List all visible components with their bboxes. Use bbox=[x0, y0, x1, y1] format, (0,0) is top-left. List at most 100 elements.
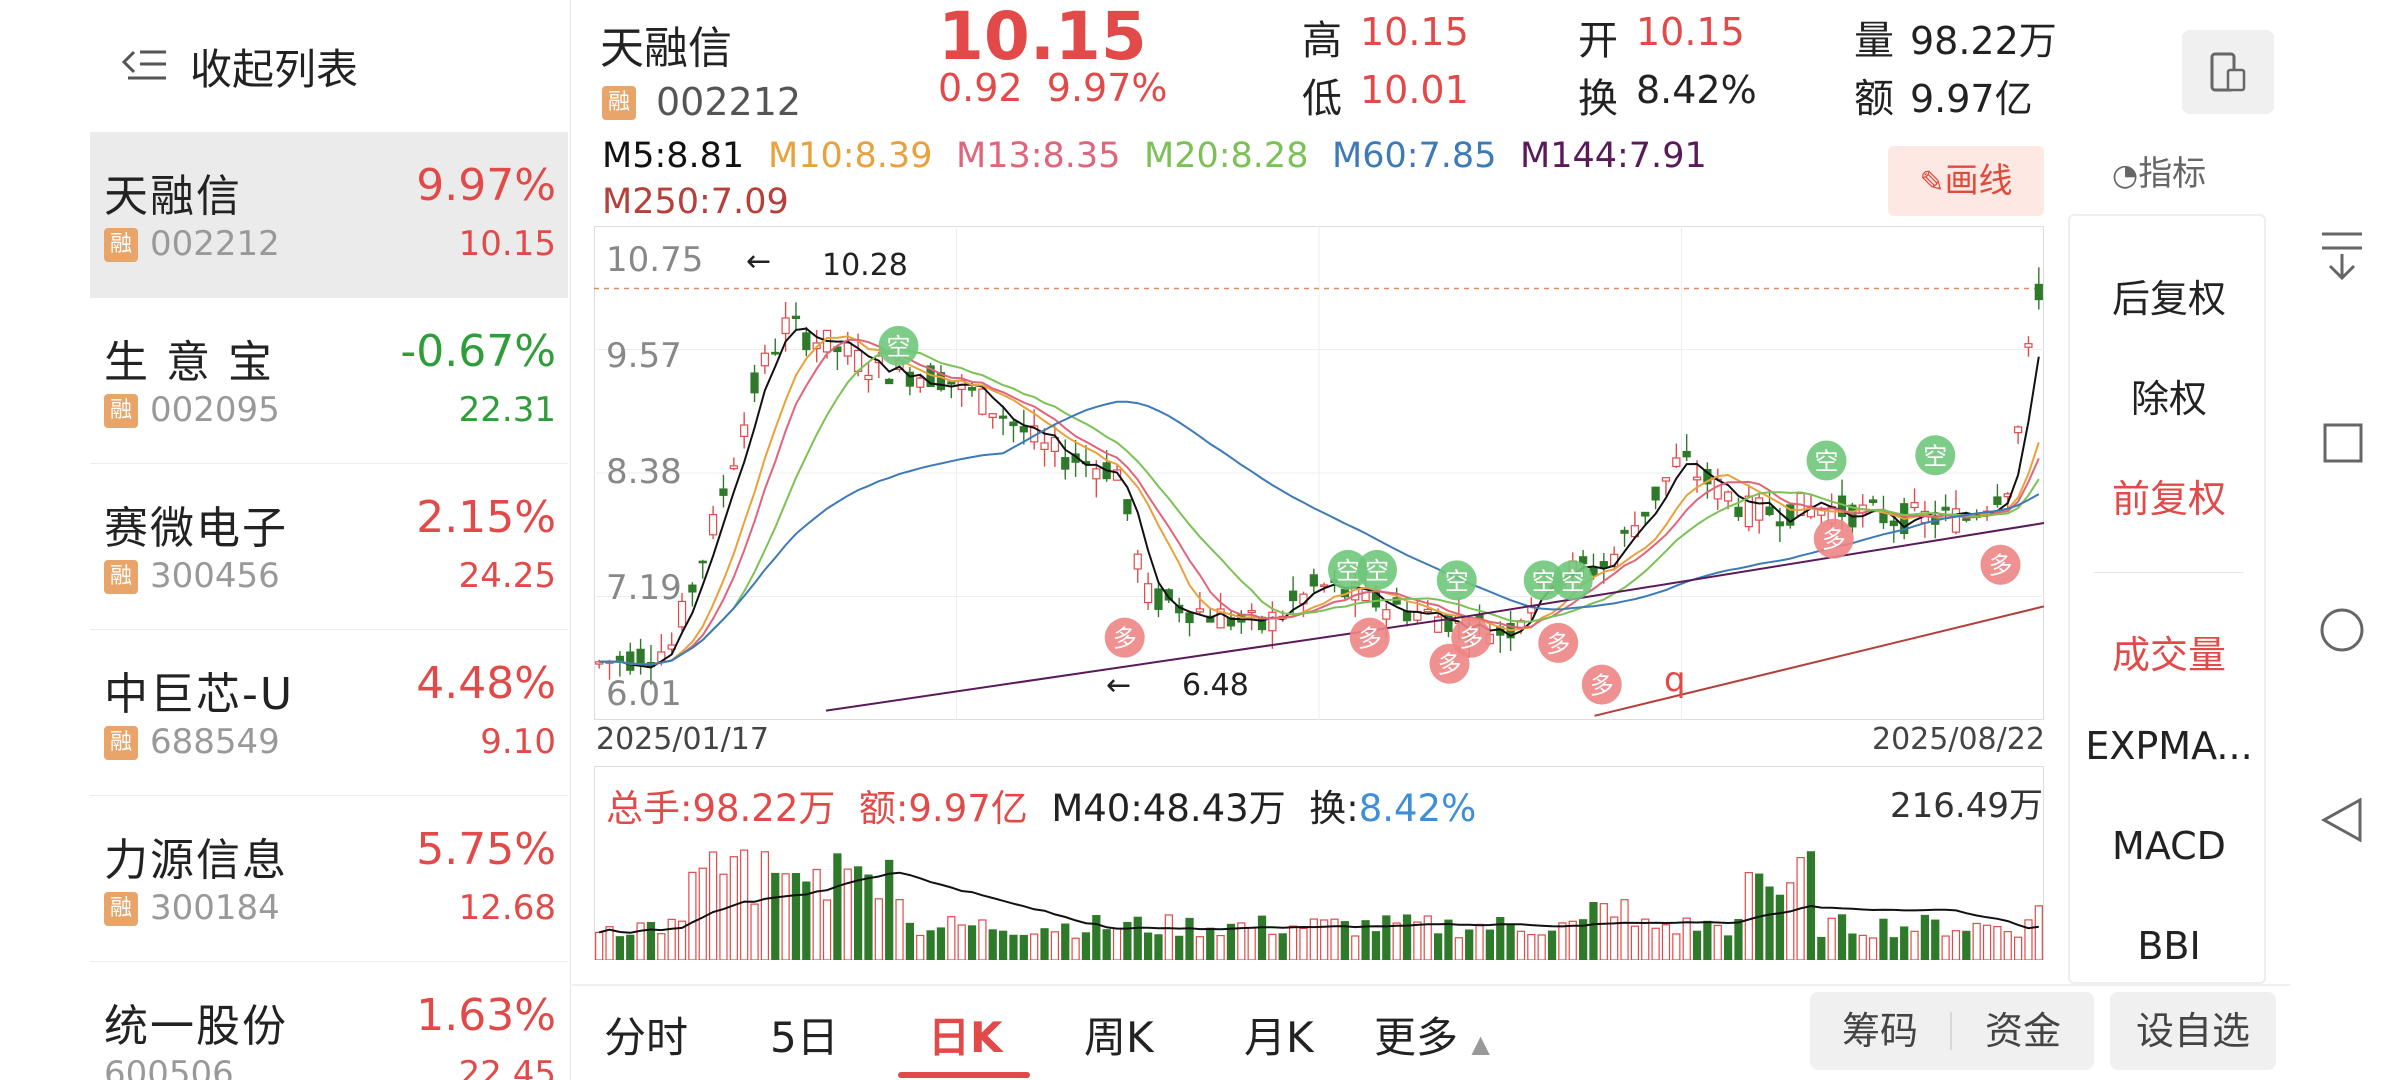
volume-bar bbox=[885, 859, 894, 960]
volume-bar bbox=[1692, 930, 1702, 960]
draw-line-button[interactable]: ✎画线 bbox=[1888, 146, 2044, 216]
landscape-toggle-button[interactable] bbox=[2182, 30, 2274, 114]
panel-divider bbox=[570, 0, 571, 1080]
volume-chart[interactable] bbox=[594, 766, 2044, 960]
stock-name: 中巨芯-U bbox=[104, 669, 295, 720]
volume-bar bbox=[1392, 922, 1401, 960]
stock-price: 22.31 bbox=[458, 390, 556, 430]
candle-body bbox=[1775, 521, 1785, 527]
ma-line bbox=[599, 327, 2040, 669]
volume-bar bbox=[595, 931, 604, 960]
volume-bar bbox=[1030, 933, 1039, 960]
recents-icon[interactable] bbox=[2322, 422, 2364, 468]
stock-change-pct: 5.75% bbox=[416, 824, 556, 875]
candle-body bbox=[595, 661, 604, 665]
candle-body bbox=[791, 315, 801, 319]
volume-bar bbox=[1175, 935, 1184, 960]
signal-label: 多 bbox=[1546, 630, 1570, 658]
price-change: 0.92 9.97% bbox=[938, 66, 1168, 110]
watchlist-item[interactable]: 统一股份 1.63% 600506 22.45 bbox=[90, 962, 568, 1080]
volume-bar bbox=[1465, 929, 1474, 960]
volume-bar bbox=[1164, 914, 1173, 960]
volume-indicator-option[interactable]: 成交量 bbox=[2111, 633, 2226, 677]
volume-bar bbox=[1630, 925, 1640, 960]
tab-more-label: 更多 bbox=[1374, 1013, 1459, 1062]
volume-bar bbox=[1775, 894, 1785, 960]
volume-bar bbox=[1765, 886, 1774, 960]
stock-change-pct: -0.67% bbox=[400, 326, 556, 377]
tab-5day[interactable]: 5日 bbox=[770, 1013, 839, 1062]
max-price-label: 10.28 bbox=[822, 248, 908, 283]
volume-chart-frame bbox=[594, 766, 2044, 960]
volume-bar bbox=[988, 929, 997, 960]
collapse-list-button[interactable]: 收起列表 bbox=[90, 0, 568, 132]
bbi-indicator-option[interactable]: BBI bbox=[2137, 924, 2201, 968]
candle-body bbox=[677, 600, 687, 628]
back-icon[interactable] bbox=[2320, 796, 2364, 848]
candle-body bbox=[843, 342, 852, 357]
volume-bar bbox=[1672, 933, 1681, 960]
volume-bar bbox=[1568, 920, 1577, 960]
candle-body bbox=[1123, 499, 1132, 515]
candle-body bbox=[1641, 511, 1650, 517]
candle-body bbox=[1133, 553, 1142, 570]
candle-body bbox=[1868, 499, 1878, 503]
signal-label: 空 bbox=[1532, 567, 1556, 595]
indicator-button[interactable]: ◔指标 bbox=[2112, 146, 2206, 195]
candle-body bbox=[760, 352, 770, 367]
active-tab-indicator bbox=[898, 1072, 1030, 1078]
funds-button[interactable]: 资金 bbox=[1984, 1009, 2061, 1053]
margin-badge: 融 bbox=[602, 86, 636, 120]
watchlist-item[interactable]: 赛微电子 2.15% 融 300456 24.25 bbox=[90, 464, 568, 630]
adjust-backward-option[interactable]: 后复权 bbox=[2111, 277, 2226, 321]
watchlist-item[interactable]: 中巨芯-U 4.48% 融 688549 9.10 bbox=[90, 630, 568, 796]
candle-body bbox=[1288, 590, 1298, 602]
watchlist-item[interactable]: 天融信 9.97% 融 002212 10.15 bbox=[90, 132, 568, 298]
volume-bar bbox=[1288, 925, 1298, 960]
tab-intraday[interactable]: 分时 bbox=[604, 1013, 689, 1062]
volume-bar bbox=[1382, 915, 1391, 960]
tab-monthly-k[interactable]: 月K bbox=[1244, 1013, 1314, 1062]
candle-body bbox=[1268, 611, 1277, 632]
candle-body bbox=[1765, 506, 1774, 516]
candle-body bbox=[864, 374, 873, 381]
volume-bar bbox=[1019, 934, 1028, 960]
tab-weekly-k[interactable]: 周K bbox=[1084, 1013, 1154, 1062]
stock-code: 688549 bbox=[150, 722, 280, 762]
watchlist-item[interactable]: 生 意 宝 -0.67% 融 002095 22.31 bbox=[90, 298, 568, 464]
adjust-forward-option[interactable]: 前复权 bbox=[2111, 477, 2226, 521]
candle-body bbox=[1910, 502, 1919, 509]
candle-body bbox=[1951, 508, 1961, 533]
watchlist-item[interactable]: 力源信息 5.75% 融 300184 12.68 bbox=[90, 796, 568, 962]
signal-marker bbox=[1349, 617, 1390, 658]
kline-chart[interactable]: 多多多多 多多多多空空空空空空空空 bbox=[594, 226, 2044, 720]
ex-rights-option[interactable]: 除权 bbox=[2130, 377, 2207, 421]
home-icon[interactable] bbox=[2318, 606, 2366, 658]
pull-down-icon[interactable] bbox=[2318, 230, 2366, 286]
candle-body bbox=[708, 514, 718, 536]
chips-button[interactable]: 筹码 bbox=[1841, 1009, 1918, 1053]
draw-line-label: 画线 bbox=[1944, 161, 2013, 201]
add-watch-button[interactable]: 设自选 bbox=[2110, 992, 2276, 1070]
volume-bar bbox=[1786, 882, 1795, 960]
stock-change-pct: 4.48% bbox=[416, 658, 556, 709]
candle-body bbox=[1993, 496, 2002, 505]
signal-marker bbox=[1328, 549, 1368, 590]
divider bbox=[90, 961, 568, 962]
expma-indicator-option[interactable]: EXPMA... bbox=[2085, 724, 2253, 768]
stock-change-pct: 2.15% bbox=[416, 492, 556, 543]
volume-bar bbox=[1123, 921, 1132, 960]
collapse-list-icon bbox=[120, 46, 168, 86]
volume-bar bbox=[771, 872, 780, 960]
signal-label: 多 bbox=[1438, 651, 1462, 679]
signal-label: 空 bbox=[1365, 557, 1389, 585]
volume-bar bbox=[1516, 930, 1526, 960]
candle-body bbox=[1164, 589, 1173, 601]
tab-more[interactable]: 更多 ▲ bbox=[1374, 1004, 1490, 1065]
macd-indicator-option[interactable]: MACD bbox=[2112, 824, 2226, 868]
turnover-prefix: 换: bbox=[1309, 787, 1359, 830]
volume-ma-line bbox=[598, 871, 2039, 934]
tab-daily-k[interactable]: 日K bbox=[928, 1013, 1003, 1062]
candle-body bbox=[1682, 450, 1691, 458]
last-price: 10.15 bbox=[938, 0, 1147, 75]
